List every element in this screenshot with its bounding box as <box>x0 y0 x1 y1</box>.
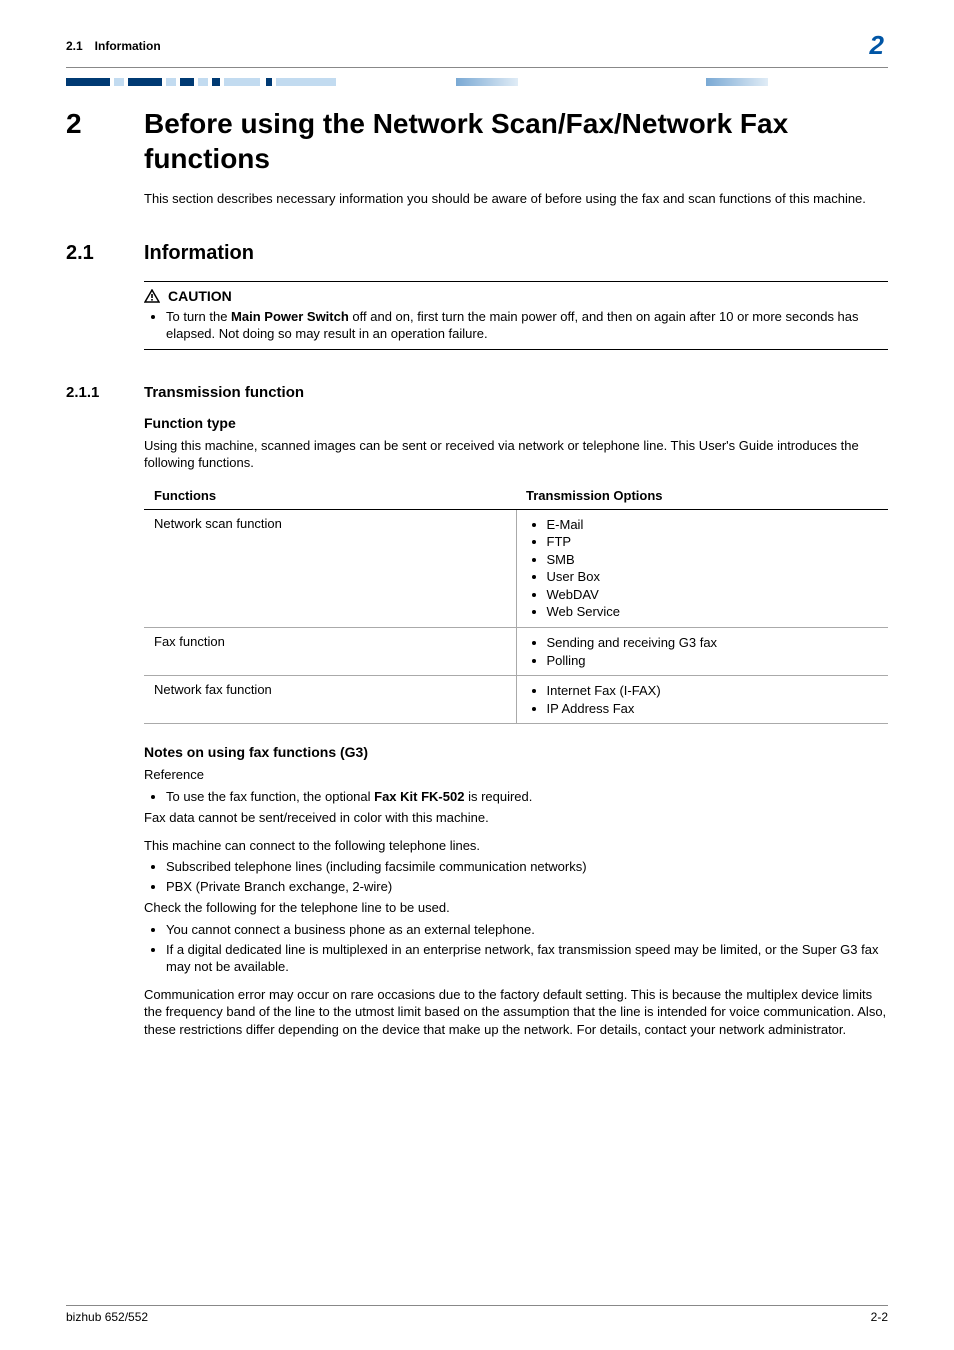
decor-dash-light <box>198 78 208 86</box>
option-item: Web Service <box>547 603 879 621</box>
line-item: Subscribed telephone lines (including fa… <box>166 858 888 876</box>
col-header-options: Transmission Options <box>516 482 888 510</box>
caution-label: CAUTION <box>168 288 232 304</box>
caution-header: CAUTION <box>144 288 888 304</box>
notes-para-commerr: Communication error may occur on rare oc… <box>144 986 888 1039</box>
table-row: Network scan functionE-MailFTPSMBUser Bo… <box>144 509 888 627</box>
transmission-options-cell: Internet Fax (I-FAX)IP Address Fax <box>516 676 888 724</box>
telephone-lines-list: Subscribed telephone lines (including fa… <box>144 858 888 895</box>
subsection-heading: 2.1.1 Transmission function <box>66 384 888 401</box>
page: 2.1 Information 2 2 Before using the Net… <box>0 0 954 1350</box>
decor-bar <box>66 76 888 88</box>
option-item: IP Address Fax <box>547 700 879 718</box>
decor-dash-dark <box>128 78 162 86</box>
running-header: 2.1 Information 2 <box>66 30 888 61</box>
decor-fade <box>706 78 768 86</box>
section-title: Information <box>144 242 254 265</box>
caution-list: To turn the Main Power Switch off and on… <box>144 308 888 343</box>
chapter-intro: This section describes necessary informa… <box>144 190 888 208</box>
option-item: Internet Fax (I-FAX) <box>547 682 879 700</box>
caution-top-rule <box>144 281 888 282</box>
notes-g3-heading: Notes on using fax functions (G3) <box>144 744 888 760</box>
table-row: Fax function Sending and receiving G3 fax… <box>144 628 888 676</box>
options-list: Sending and receiving G3 faxPolling <box>527 634 879 669</box>
chapter-heading: 2 Before using the Network Scan/Fax/Netw… <box>66 106 888 176</box>
warning-icon <box>144 289 160 303</box>
notes-para-check-intro: Check the following for the telephone li… <box>144 899 888 917</box>
chapter-title: Before using the Network Scan/Fax/Networ… <box>144 106 888 176</box>
header-rule <box>66 67 888 68</box>
options-list: E-MailFTPSMBUser BoxWebDAVWeb Service <box>527 516 879 621</box>
function-type-intro: Using this machine, scanned images can b… <box>144 437 888 472</box>
decor-dash-dark <box>66 78 110 86</box>
reference-label: Reference <box>144 766 888 784</box>
options-list: Internet Fax (I-FAX)IP Address Fax <box>527 682 879 717</box>
option-item: WebDAV <box>547 586 879 604</box>
header-chapter-badge: 2 <box>870 30 888 61</box>
section-number: 2.1 <box>66 242 144 265</box>
reference-list: To use the fax function, the optional Fa… <box>144 788 888 806</box>
option-item: Polling <box>547 652 879 670</box>
function-name-cell: Fax function <box>144 628 516 676</box>
decor-dash-dark <box>212 78 220 86</box>
page-footer: bizhub 652/552 2-2 <box>66 1305 888 1324</box>
col-header-functions: Functions <box>144 482 516 510</box>
chapter-number: 2 <box>66 106 144 140</box>
check-item: You cannot connect a business phone as a… <box>166 921 888 939</box>
function-name-cell: Network fax function <box>144 676 516 724</box>
functions-table-body: Network scan functionE-MailFTPSMBUser Bo… <box>144 509 888 723</box>
section-heading: 2.1 Information <box>66 242 888 265</box>
check-item: If a digital dedicated line is multiplex… <box>166 941 888 976</box>
notes-para-nocolor: Fax data cannot be sent/received in colo… <box>144 809 888 827</box>
caution-block: CAUTION To turn the Main Power Switch of… <box>144 281 888 350</box>
option-item: SMB <box>547 551 879 569</box>
reference-item: To use the fax function, the optional Fa… <box>166 788 888 806</box>
transmission-options-cell: Sending and receiving G3 faxPolling <box>516 628 888 676</box>
function-type-block: Function type Using this machine, scanne… <box>144 415 888 1039</box>
decor-dash-light <box>276 78 336 86</box>
function-type-heading: Function type <box>144 415 888 431</box>
caution-item: To turn the Main Power Switch off and on… <box>166 308 888 343</box>
function-name-cell: Network scan function <box>144 509 516 627</box>
notes-para-lines-intro: This machine can connect to the followin… <box>144 837 888 855</box>
decor-dash-light <box>166 78 176 86</box>
footer-pagenum: 2-2 <box>871 1310 888 1324</box>
check-list: You cannot connect a business phone as a… <box>144 921 888 976</box>
decor-fade <box>456 78 518 86</box>
decor-dash-dark <box>266 78 272 86</box>
caution-bottom-rule <box>144 349 888 350</box>
option-item: FTP <box>547 533 879 551</box>
subsection-title: Transmission function <box>144 384 304 401</box>
option-item: E-Mail <box>547 516 879 534</box>
functions-table: Functions Transmission Options Network s… <box>144 482 888 724</box>
transmission-options-cell: E-MailFTPSMBUser BoxWebDAVWeb Service <box>516 509 888 627</box>
header-section-ref: 2.1 Information <box>66 39 161 53</box>
decor-dash-dark <box>180 78 194 86</box>
decor-dash-light <box>114 78 124 86</box>
decor-dash-light <box>224 78 260 86</box>
subsection-number: 2.1.1 <box>66 384 144 401</box>
table-row: Network fax function Internet Fax (I-FAX)… <box>144 676 888 724</box>
option-item: Sending and receiving G3 fax <box>547 634 879 652</box>
line-item: PBX (Private Branch exchange, 2-wire) <box>166 878 888 896</box>
option-item: User Box <box>547 568 879 586</box>
footer-model: bizhub 652/552 <box>66 1310 148 1324</box>
